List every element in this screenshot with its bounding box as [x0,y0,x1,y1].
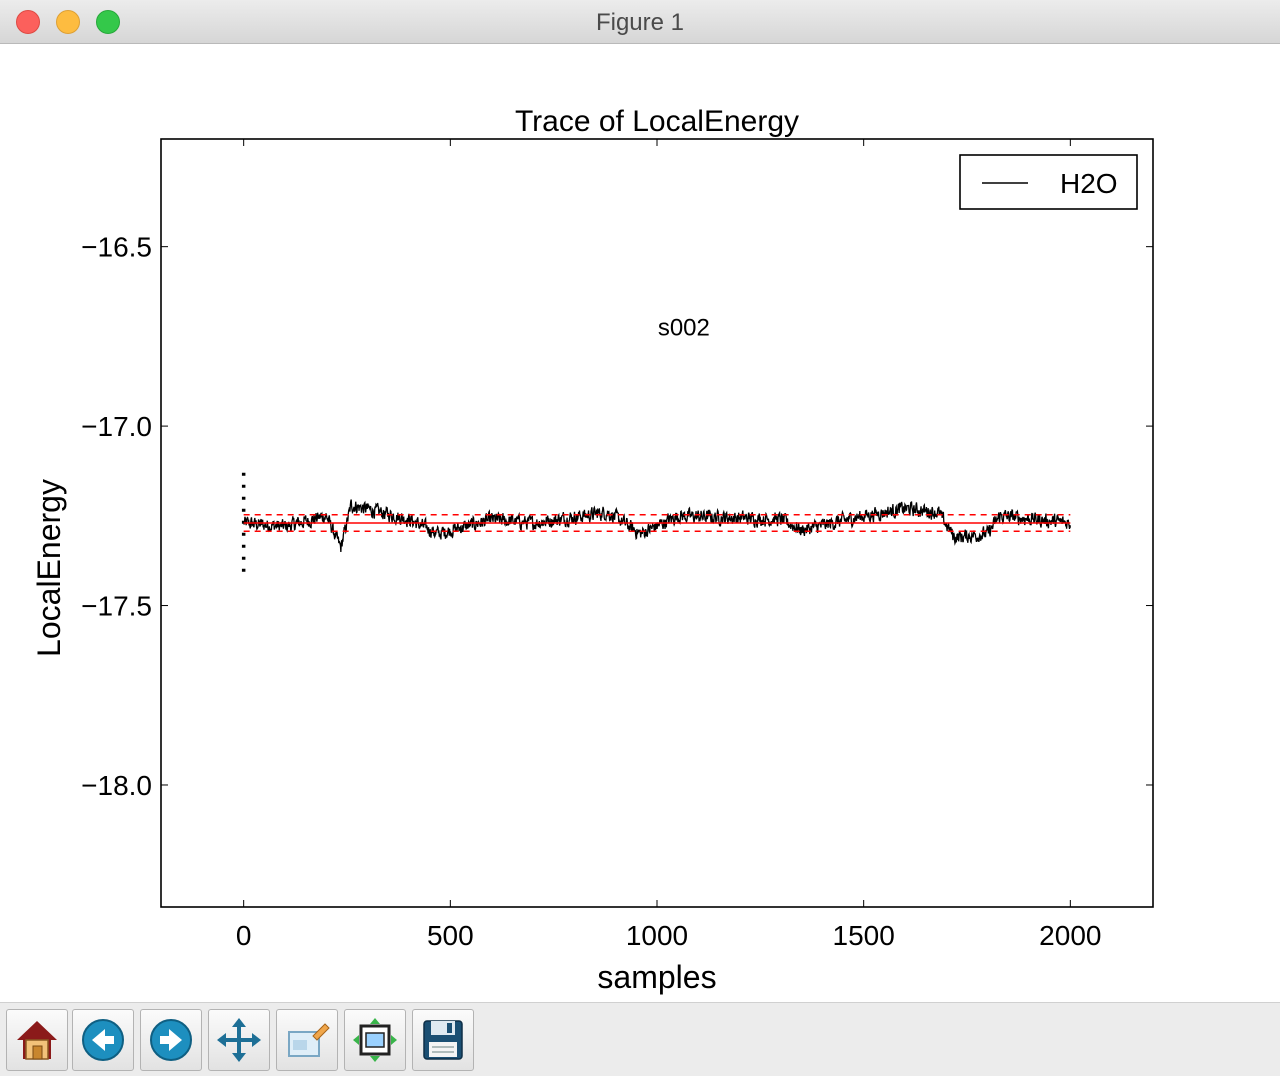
plot-axes [160,138,1154,908]
plot-labels: 0 500 1000 1500 2000 −16.5 −17.0 −17.5 −18.0 Trac… [31,105,1138,995]
plot-marks [241,472,1071,577]
x-tick-label: 2000 [1039,920,1101,951]
legend-box [959,154,1138,210]
y-tick-label: −17.0 [81,411,152,442]
chart-title: Trace of LocalEnergy [515,105,799,138]
x-tick-label: 1000 [626,920,688,951]
close-window-button[interactable] [16,10,40,34]
configure-subplots-button[interactable] [344,1009,406,1071]
home-icon [17,1021,57,1060]
x-tick-label: 0 [236,920,252,951]
home-button[interactable] [6,1009,68,1071]
subplots-icon [353,1018,397,1062]
back-button[interactable] [72,1009,134,1071]
arrow-left-icon [82,1019,124,1061]
y-tick-label: −17.5 [81,591,152,622]
line-chart: 0 500 1000 1500 2000 −16.5 −17.0 −17.5 −18.0 Trac… [31,105,1154,995]
y-axis-label: LocalEnergy [31,479,67,657]
x-axis-label: samples [597,959,716,995]
forward-button[interactable] [140,1009,202,1071]
arrow-right-icon [150,1019,192,1061]
navigation-toolbar [0,1002,1280,1076]
window-title: Figure 1 [595,9,685,36]
figure-canvas[interactable]: 0 500 1000 1500 2000 −16.5 −17.0 −17.5 −18.0 Trac… [0,44,1280,1002]
annotation-label: s002 [658,315,710,342]
legend: H2O [959,154,1138,210]
series-line-h2o [243,499,1071,553]
legend-label-h2o: H2O [1060,168,1118,199]
zoom-window-button[interactable] [96,10,120,34]
pan-button[interactable] [208,1009,270,1071]
x-tick-label: 500 [427,920,474,951]
minimize-window-button[interactable] [56,10,80,34]
title-bar: Figure 1 [0,0,1280,44]
zoom-rect-icon [288,1023,330,1057]
zoom-button[interactable] [276,1009,338,1071]
y-tick-label: −16.5 [81,232,152,263]
floppy-icon [423,1020,463,1060]
save-button[interactable] [412,1009,474,1071]
y-tick-label: −18.0 [81,770,152,801]
x-tick-label: 1500 [833,920,895,951]
move-icon [217,1018,261,1062]
